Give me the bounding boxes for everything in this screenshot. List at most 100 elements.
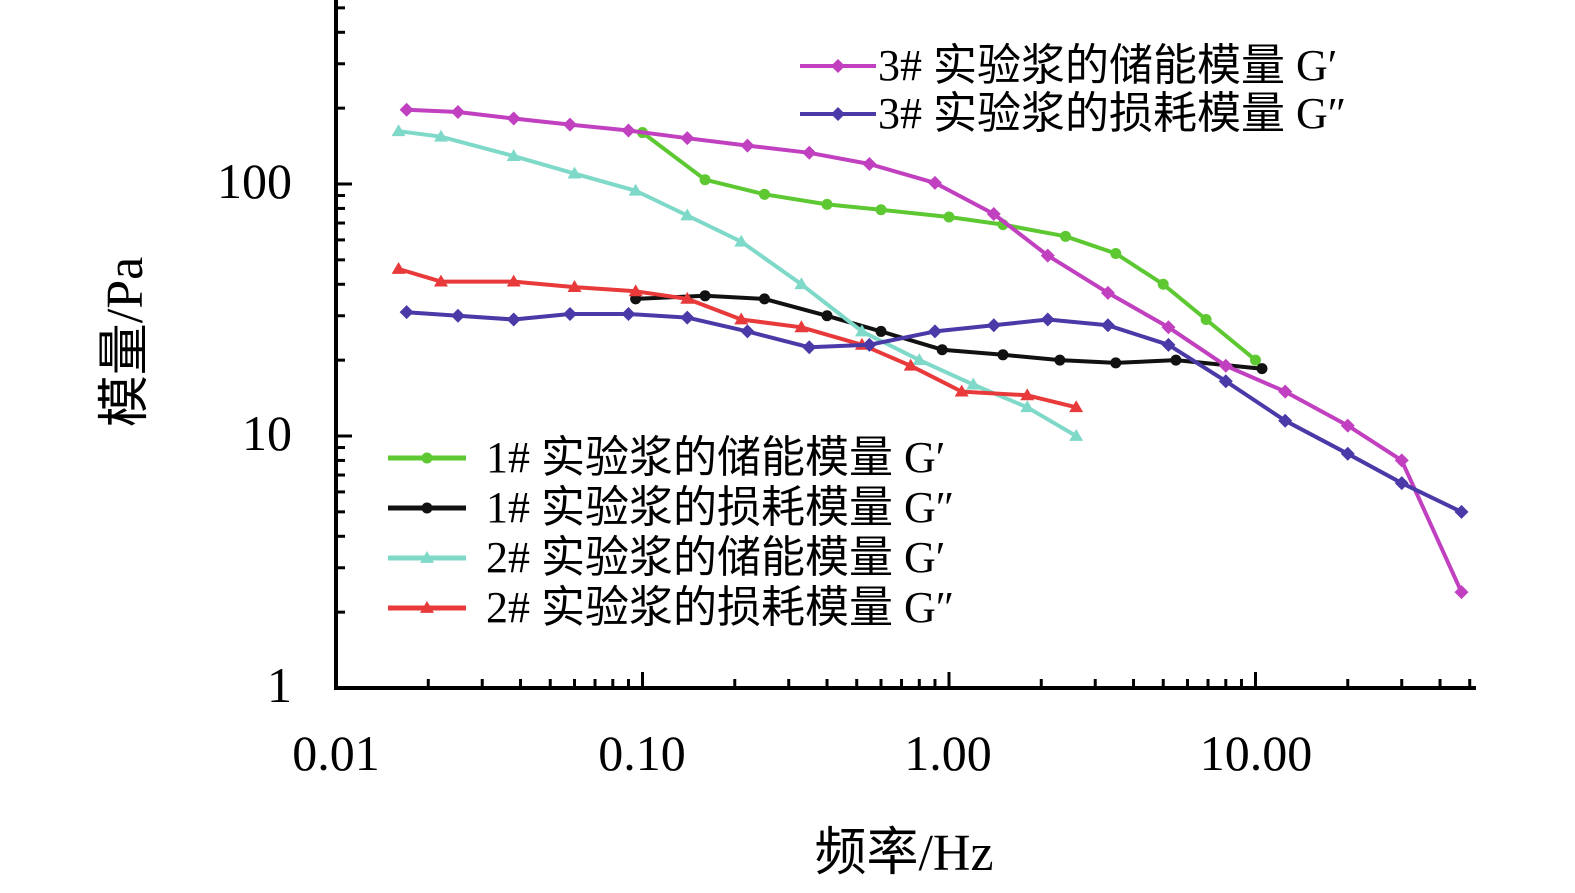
data-point [680,310,695,325]
data-point [628,183,643,196]
x-tick-label-1.00: 1.00 [904,725,992,781]
data-point [912,353,927,366]
data-point [875,325,887,337]
data-point [567,166,582,179]
legend-entry-3-loss: 3# 实验浆的损耗模量 G″ [800,89,1346,138]
legend-label: 1# 实验浆的损耗模量 G″ [486,483,954,532]
legend-marker [421,452,433,464]
data-point [1340,446,1355,461]
data-point [936,344,948,356]
x-tick-labels: 0.01 0.10 1.00 10.00 [292,725,1312,781]
legend-marker [421,502,433,514]
legend-bottom: 1# 实验浆的储能模量 G′ 1# 实验浆的损耗模量 G″ 2# 实验浆的储能模… [388,433,954,632]
data-point [802,340,817,355]
data-point [1161,320,1176,335]
y-tick-label-10: 10 [242,405,292,461]
data-point [986,318,1001,333]
series-layer [391,102,1469,600]
legend-top: 3# 实验浆的储能模量 G′ 3# 实验浆的损耗模量 G″ [800,41,1346,138]
data-point [1278,413,1293,428]
series-1 [637,127,1261,366]
axes [334,0,1476,690]
data-point [680,291,695,304]
data-point [794,320,809,333]
data-point [1394,476,1409,491]
data-point [875,204,887,216]
legend-marker [420,601,434,613]
data-point [1100,285,1115,300]
legend-label: 1# 实验浆的储能模量 G′ [486,433,945,482]
data-point [1157,278,1169,290]
data-point [740,138,755,153]
data-point [1069,400,1084,413]
data-point [399,102,414,117]
data-point [1394,453,1409,468]
y-tick-labels: 100 10 1 [217,153,292,713]
x-ticks [334,672,1472,688]
legend-marker [831,107,845,121]
data-point [562,117,577,132]
legend-entry-2-storage: 2# 实验浆的储能模量 G′ [388,533,945,582]
legend-label: 2# 实验浆的储能模量 G′ [486,533,945,582]
data-point [821,198,833,210]
data-point [927,175,942,190]
y-tick-label-1: 1 [267,657,292,713]
series-5 [399,102,1469,600]
data-point [391,124,406,137]
data-point [1040,312,1055,327]
y-axis-title: 模量/Pa [97,257,154,427]
data-point [1200,313,1212,325]
data-point [567,280,582,292]
data-point [628,284,643,297]
data-point [506,312,521,327]
y-tick-label-100: 100 [217,153,292,209]
data-point [1020,388,1035,401]
legend-symbol [388,551,466,563]
data-point [758,293,770,305]
data-point [1278,384,1293,399]
data-point [862,337,877,352]
data-point [943,211,955,223]
data-point [1110,247,1122,259]
data-point [927,324,942,339]
legend-symbol [388,452,466,464]
data-point [450,105,465,120]
data-point [506,111,521,126]
data-point [699,290,711,302]
data-point [821,310,833,322]
legend-entry-1-loss: 1# 实验浆的损耗模量 G″ [388,483,954,532]
data-point [391,261,406,274]
data-point [1069,429,1084,441]
data-point [1100,318,1115,333]
legend-marker [831,59,845,73]
data-point [966,377,981,390]
data-point [903,358,918,371]
data-point [734,234,749,247]
legend-symbol [388,502,466,514]
legend-symbol [800,107,876,121]
data-point [433,274,448,287]
data-point [1340,418,1355,433]
data-point [794,277,809,290]
data-point [954,384,969,397]
data-point [734,312,749,325]
data-point [1454,585,1469,600]
legend-label: 3# 实验浆的储能模量 G′ [878,41,1337,90]
series-6 [399,305,1469,519]
data-point [399,305,414,320]
data-point [758,188,770,200]
data-point [450,308,465,323]
legend-entry-1-storage: 1# 实验浆的储能模量 G′ [388,433,945,482]
legend-entry-2-loss: 2# 实验浆的损耗模量 G″ [388,583,954,632]
data-point [802,145,817,160]
legend-label: 3# 实验浆的损耗模量 G″ [878,89,1346,138]
data-point [1054,354,1066,366]
legend-symbol [800,59,876,73]
y-ticks [336,6,352,690]
data-point [986,207,1001,222]
legend-label: 2# 实验浆的损耗模量 G″ [486,583,954,632]
x-tick-label-10.00: 10.00 [1200,725,1313,781]
data-point [1256,363,1268,375]
data-point [621,306,636,321]
